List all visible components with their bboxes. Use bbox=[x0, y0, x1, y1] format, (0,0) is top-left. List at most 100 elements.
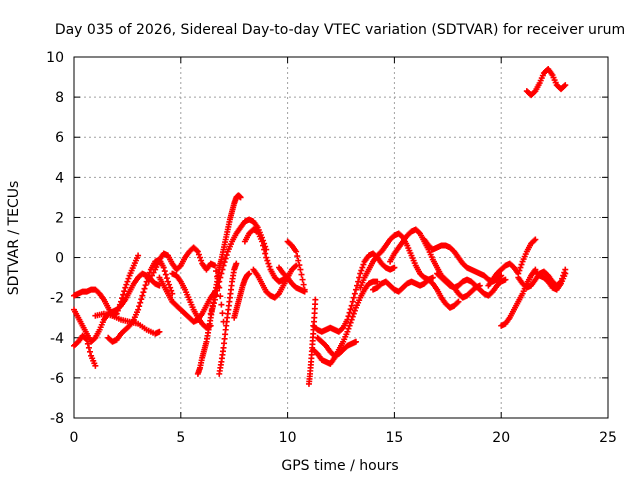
y-axis-label: SDTVAR / TECUs bbox=[6, 181, 22, 296]
series-arc-27 bbox=[485, 236, 539, 289]
data-point-marker bbox=[216, 278, 223, 285]
data-point-marker bbox=[263, 254, 270, 261]
x-tick-label: 25 bbox=[599, 430, 617, 446]
y-tick-label: 8 bbox=[55, 90, 64, 106]
series-arc-17 bbox=[276, 264, 308, 295]
data-point-marker bbox=[348, 316, 355, 323]
data-marks bbox=[71, 66, 569, 387]
data-point-marker bbox=[351, 307, 358, 314]
data-point-marker bbox=[164, 278, 171, 285]
data-point-marker bbox=[207, 310, 214, 317]
series-arc-26 bbox=[434, 270, 509, 299]
data-point-marker bbox=[532, 236, 539, 243]
data-point-marker bbox=[262, 250, 269, 257]
series-arc-12 bbox=[207, 216, 270, 317]
data-point-marker bbox=[161, 268, 168, 275]
data-point-marker bbox=[195, 251, 202, 258]
data-point-marker bbox=[221, 259, 228, 266]
data-point-marker bbox=[193, 247, 200, 254]
data-point-marker bbox=[213, 292, 220, 299]
data-point-marker bbox=[145, 278, 152, 285]
data-point-marker bbox=[223, 252, 230, 259]
y-tick-label: 6 bbox=[55, 130, 64, 146]
data-point-marker bbox=[351, 290, 358, 297]
data-point-marker bbox=[391, 264, 398, 271]
data-point-marker bbox=[140, 289, 147, 296]
data-point-marker bbox=[498, 272, 505, 279]
data-point-marker bbox=[297, 266, 304, 273]
data-point-marker bbox=[358, 267, 365, 274]
data-point-marker bbox=[518, 261, 525, 268]
x-tick-label: 5 bbox=[176, 430, 185, 446]
tick-labels: 0 5 10 15 20 25 -8 -6 -4 -2 0 2 4 6 8 10 bbox=[46, 50, 617, 446]
series-arc-20 bbox=[310, 278, 381, 367]
series-arc-19 bbox=[310, 250, 398, 335]
data-point-marker bbox=[198, 257, 205, 264]
data-point-marker bbox=[222, 255, 229, 262]
data-point-marker bbox=[339, 325, 346, 332]
data-point-marker bbox=[92, 362, 99, 369]
data-point-marker bbox=[344, 328, 351, 335]
data-point-marker bbox=[84, 340, 91, 347]
data-point-marker bbox=[166, 281, 173, 288]
data-point-marker bbox=[357, 270, 364, 277]
data-point-marker bbox=[148, 272, 155, 279]
data-point-marker bbox=[296, 262, 303, 269]
data-point-marker bbox=[237, 194, 244, 201]
data-point-marker bbox=[531, 89, 538, 96]
data-point-marker bbox=[210, 300, 217, 307]
data-point-marker bbox=[261, 246, 268, 253]
data-point-marker bbox=[349, 313, 356, 320]
data-point-marker bbox=[517, 264, 524, 271]
x-tick-label: 10 bbox=[279, 430, 297, 446]
x-axis-label: GPS time / hours bbox=[281, 458, 398, 474]
data-point-marker bbox=[215, 283, 222, 290]
data-point-marker bbox=[359, 264, 366, 271]
data-point-marker bbox=[260, 242, 267, 249]
data-point-marker bbox=[137, 299, 144, 306]
data-point-marker bbox=[218, 270, 225, 277]
x-tick-label: 20 bbox=[492, 430, 510, 446]
data-point-marker bbox=[345, 325, 352, 332]
data-point-marker bbox=[163, 275, 170, 282]
data-point-marker bbox=[167, 284, 174, 291]
data-point-marker bbox=[300, 281, 307, 288]
data-point-marker bbox=[246, 270, 253, 277]
data-point-marker bbox=[348, 302, 355, 309]
data-point-marker bbox=[346, 309, 353, 316]
y-tick-label: -8 bbox=[50, 411, 64, 427]
y-tick-label: 4 bbox=[55, 170, 64, 186]
data-point-marker bbox=[91, 335, 98, 342]
series-arc-31 bbox=[523, 66, 569, 99]
data-point-marker bbox=[220, 262, 227, 269]
y-tick-label: -6 bbox=[50, 371, 64, 387]
data-point-marker bbox=[141, 285, 148, 292]
data-point-marker bbox=[208, 307, 215, 314]
data-point-marker bbox=[168, 287, 175, 294]
chart-title: Day 035 of 2026, Sidereal Day-to-day VTE… bbox=[55, 22, 625, 38]
series-arc-18 bbox=[305, 296, 319, 387]
data-point-marker bbox=[219, 266, 226, 273]
data-point-marker bbox=[266, 263, 273, 270]
data-point-marker bbox=[136, 303, 143, 310]
data-point-marker bbox=[160, 264, 167, 271]
data-point-marker bbox=[83, 336, 90, 343]
y-tick-label: 10 bbox=[46, 50, 64, 66]
y-tick-label: 0 bbox=[55, 251, 64, 267]
data-point-marker bbox=[502, 276, 509, 283]
data-point-marker bbox=[360, 261, 367, 268]
data-point-marker bbox=[561, 83, 568, 90]
series-arc-10 bbox=[216, 260, 240, 377]
data-point-marker bbox=[156, 328, 163, 335]
data-point-marker bbox=[298, 271, 305, 278]
data-point-marker bbox=[218, 301, 225, 308]
data-point-marker bbox=[124, 278, 131, 285]
data-point-marker bbox=[209, 303, 216, 310]
data-point-marker bbox=[217, 293, 224, 300]
data-point-marker bbox=[295, 257, 302, 264]
data-point-marker bbox=[294, 253, 301, 260]
data-point-marker bbox=[258, 238, 265, 245]
data-point-marker bbox=[562, 270, 569, 277]
data-point-marker bbox=[82, 335, 89, 342]
